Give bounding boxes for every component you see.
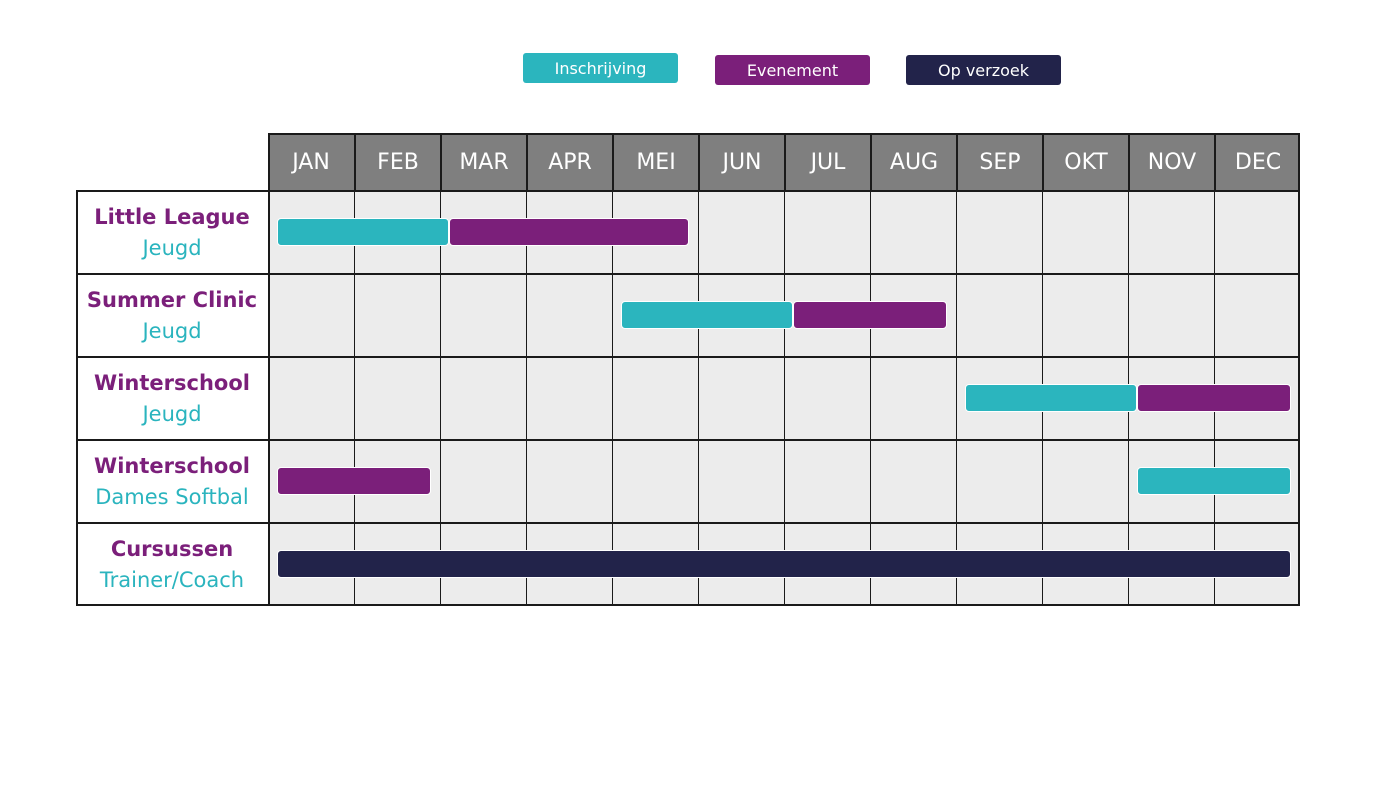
- month-divider: [955, 274, 957, 357]
- month-divider: [611, 357, 613, 440]
- row-label: Little League Jeugd: [76, 191, 268, 274]
- bar-inschrijving: [1136, 466, 1292, 495]
- month-divider: [783, 357, 785, 440]
- month-header-row: JAN FEB MAR APR MEI JUN JUL AUG SEP OKT NOV DEC: [268, 133, 1300, 191]
- month-header-feb: FEB: [354, 133, 440, 191]
- legend-evenement: Evenement: [715, 55, 870, 85]
- month-divider: [1127, 274, 1129, 357]
- legend: Inschrijving Evenement Op verzoek: [0, 0, 1400, 110]
- month-divider: [353, 274, 355, 357]
- month-divider: [1127, 440, 1129, 523]
- row-subtitle: Dames Softbal: [95, 484, 249, 509]
- bar-evenement: [1136, 383, 1292, 412]
- month-header-jan: JAN: [292, 149, 330, 175]
- month-header-jun: JUN: [698, 133, 784, 191]
- month-divider: [439, 274, 441, 357]
- month-divider: [697, 357, 699, 440]
- month-divider: [697, 440, 699, 523]
- schedule-grid: JAN FEB MAR APR MEI JUN JUL AUG SEP OKT NOV DEC Lit…: [76, 133, 1300, 606]
- schedule-row: Cursussen Trainer/Coach: [76, 523, 1300, 606]
- month-divider: [1041, 274, 1043, 357]
- bar-evenement: [448, 217, 690, 246]
- row-subtitle: Jeugd: [142, 318, 202, 343]
- month-divider: [525, 357, 527, 440]
- month-divider: [869, 191, 871, 274]
- legend-inschrijving-label: Inschrijving: [554, 58, 647, 78]
- schedule-row: Winterschool Jeugd: [76, 357, 1300, 440]
- month-divider: [955, 440, 957, 523]
- schedule-row: Little League Jeugd: [76, 191, 1300, 274]
- month-divider: [783, 440, 785, 523]
- month-header-nov: NOV: [1128, 133, 1214, 191]
- month-divider: [1213, 191, 1215, 274]
- month-divider: [1041, 191, 1043, 274]
- legend-op-verzoek-label: Op verzoek: [937, 60, 1030, 80]
- row-label: Cursussen Trainer/Coach: [76, 523, 268, 606]
- legend-inschrijving: Inschrijving: [523, 53, 678, 83]
- bar-inschrijving: [964, 383, 1137, 412]
- month-divider: [1041, 440, 1043, 523]
- month-header-aug: AUG: [870, 133, 956, 191]
- bar-inschrijving: [276, 217, 449, 246]
- month-divider: [525, 440, 527, 523]
- schedule-row: Summer Clinic Jeugd: [76, 274, 1300, 357]
- legend-evenement-label: Evenement: [746, 60, 839, 80]
- row-title: Summer Clinic: [86, 287, 258, 312]
- month-divider: [439, 357, 441, 440]
- month-divider: [869, 357, 871, 440]
- month-divider: [869, 440, 871, 523]
- month-header-sep: SEP: [956, 133, 1042, 191]
- row-subtitle: Jeugd: [142, 401, 202, 426]
- month-divider: [955, 357, 957, 440]
- row-title: Winterschool: [94, 370, 250, 395]
- row-title: Cursussen: [110, 536, 234, 561]
- row-timeline: [268, 274, 1300, 357]
- row-timeline: [268, 191, 1300, 274]
- row-subtitle: Jeugd: [142, 235, 202, 260]
- row-label: Summer Clinic Jeugd: [76, 274, 268, 357]
- month-header-dec: DEC: [1214, 133, 1300, 191]
- month-header-jul: JUL: [784, 133, 870, 191]
- legend-op-verzoek: Op verzoek: [906, 55, 1061, 85]
- month-header-mei: MEI: [612, 133, 698, 191]
- month-header-mar: MAR: [440, 133, 526, 191]
- month-header-apr: APR: [526, 133, 612, 191]
- bar-inschrijving: [620, 300, 793, 329]
- bar-op-verzoek: [276, 549, 1292, 578]
- row-label: Winterschool Dames Softbal: [76, 440, 268, 523]
- row-timeline: [268, 523, 1300, 606]
- month-divider: [697, 191, 699, 274]
- month-divider: [353, 357, 355, 440]
- month-divider: [1127, 191, 1129, 274]
- month-divider: [611, 274, 613, 357]
- row-label: Winterschool Jeugd: [76, 357, 268, 440]
- month-divider: [783, 191, 785, 274]
- row-title: Winterschool: [94, 453, 250, 478]
- row-title: Little League: [94, 204, 250, 229]
- row-subtitle: Trainer/Coach: [99, 567, 245, 592]
- bar-evenement: [276, 466, 432, 495]
- schedule-row: Winterschool Dames Softbal: [76, 440, 1300, 523]
- month-divider: [439, 440, 441, 523]
- month-divider: [611, 440, 613, 523]
- month-divider: [525, 274, 527, 357]
- row-timeline: [268, 440, 1300, 523]
- row-timeline: [268, 357, 1300, 440]
- month-divider: [955, 191, 957, 274]
- month-header-okt: OKT: [1042, 133, 1128, 191]
- month-divider: [1213, 274, 1215, 357]
- bar-evenement: [792, 300, 948, 329]
